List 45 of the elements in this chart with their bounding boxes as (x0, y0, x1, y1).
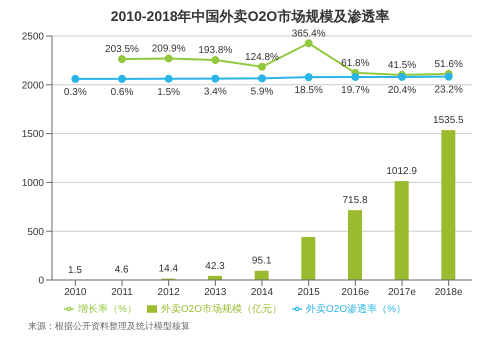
data-label: 20.4% (388, 84, 416, 96)
data-label: 19.7% (341, 85, 370, 96)
data-label: 715.8 (342, 195, 368, 206)
data-label: 124.8% (245, 52, 280, 63)
data-label: 42.3 (205, 260, 226, 272)
data-label: 23.2% (434, 84, 463, 96)
y-tick-label: 1500 (22, 129, 44, 140)
y-tick-label: 2500 (22, 32, 44, 43)
legend-label: 外卖O2O市场规模（亿元） (160, 304, 282, 315)
x-tick-label: 2012 (158, 287, 180, 298)
y-tick-label: 2000 (22, 80, 44, 92)
y-tick-label: 500 (27, 226, 44, 238)
y-tick-label: 0 (38, 276, 44, 287)
x-tick-label: 2017e (388, 287, 416, 298)
data-label: 14.4 (158, 264, 178, 275)
data-label: 95.1 (252, 256, 272, 267)
data-label: 0.6% (110, 86, 134, 98)
data-label: 41.5% (388, 60, 416, 71)
data-label: 1.5% (157, 86, 180, 98)
x-tick-label: 2011 (111, 287, 134, 298)
y-tick-label: 1000 (22, 178, 44, 189)
data-label: 193.8% (198, 45, 232, 56)
x-tick-label: 2018e (434, 287, 464, 298)
data-label: 3.4% (204, 86, 227, 98)
chart-title: 2010-2018年中国外卖O2O市场规模及渗透率 (110, 8, 390, 26)
source-note: 来源：根据公开资料整理及统计模型核算 (28, 320, 191, 333)
data-label: 1012.9 (386, 166, 418, 178)
data-label: 365.4% (292, 28, 326, 40)
data-label: 51.6% (434, 58, 463, 70)
legend-label: 外卖O2O渗透率（%） (306, 304, 406, 315)
x-tick-label: 2010 (64, 287, 87, 298)
x-tick-label: 2016e (341, 287, 370, 298)
x-tick-label: 2014 (250, 287, 274, 298)
data-label: 18.5% (294, 85, 323, 96)
data-label: 4.6 (114, 264, 130, 276)
x-tick-label: 2013 (204, 287, 227, 298)
data-label: 203.5% (105, 44, 140, 56)
data-label: 5.9% (250, 86, 274, 98)
legend-label: 增长率（%） (78, 304, 137, 315)
data-label: 0.3% (64, 86, 87, 98)
data-label: 61.8% (341, 58, 370, 69)
data-label: 1535.5 (433, 115, 464, 126)
x-tick-label: 2015 (298, 287, 320, 298)
data-label: 209.9% (152, 43, 186, 54)
data-label: 1.5 (68, 264, 82, 276)
